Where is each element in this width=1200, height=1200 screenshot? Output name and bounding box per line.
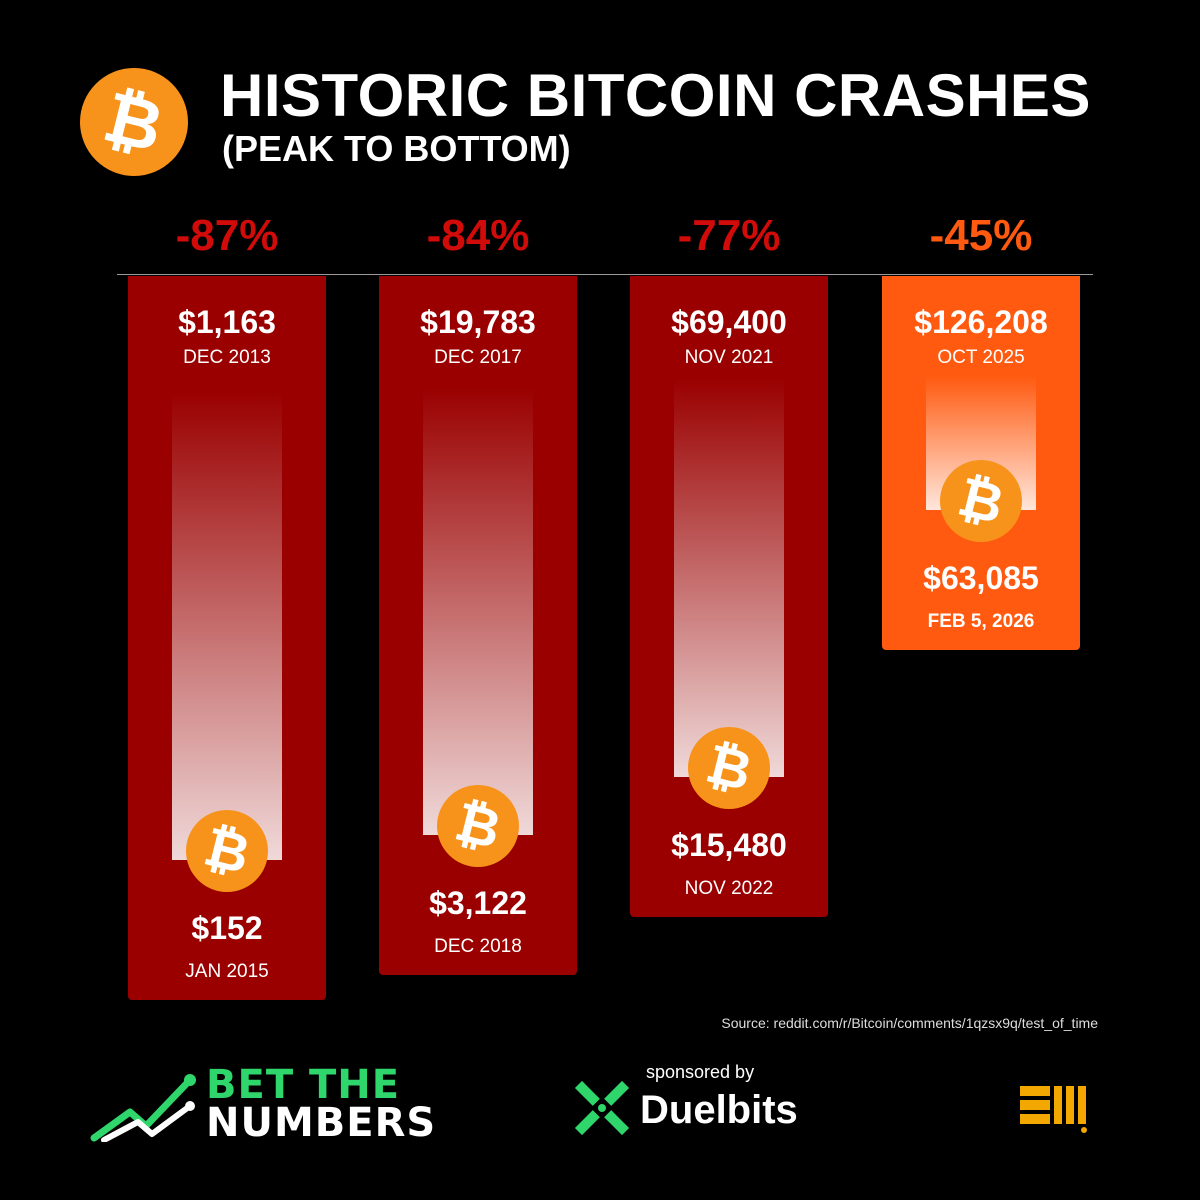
peak-price-label: $126,208: [914, 304, 1048, 340]
bitcoin-glyph: ₿: [198, 814, 257, 887]
peak-price-label: $19,783: [420, 304, 536, 340]
peak-price-label: $1,163: [178, 304, 276, 340]
fall-trail: [674, 379, 784, 777]
crash-bar: $1,163 DEC 2013 ₿ $152 JAN 2015: [128, 276, 326, 1000]
crash-bar: $126,208 OCT 2025 ₿ $63,085 FEB 5, 2026: [882, 276, 1080, 650]
bottom-date-label: DEC 2018: [434, 936, 522, 957]
bitcoin-coin-icon: ₿: [186, 810, 268, 892]
bottom-price-label: $15,480: [671, 827, 787, 863]
page-title: HISTORIC BITCOIN CRASHES: [220, 62, 1091, 129]
bottom-price-label: $63,085: [923, 560, 1039, 596]
peak-date-label: DEC 2017: [434, 347, 522, 368]
bitcoin-logo-icon: ₿: [80, 68, 188, 176]
bottom-price-label: $3,122: [429, 885, 527, 921]
bitcoin-coin-icon: ₿: [688, 727, 770, 809]
trend-chart-icon: [90, 1074, 196, 1142]
brand-logo-text: BET THE NUMBERS: [206, 1062, 437, 1146]
chart-baseline: [117, 274, 1093, 275]
corner-brand-icon: [1020, 1086, 1087, 1133]
bitcoin-glyph: ₿: [700, 731, 759, 804]
peak-date-label: DEC 2013: [183, 347, 271, 368]
bottom-date-label: FEB 5, 2026: [927, 611, 1035, 632]
duelbits-logo-icon: [574, 1080, 630, 1136]
bitcoin-glyph: ₿: [449, 789, 508, 862]
bottom-date-label: JAN 2015: [185, 961, 269, 982]
crash-bar: $69,400 NOV 2021 ₿ $15,480 NOV 2022: [630, 276, 828, 917]
crash-percent-label: -87%: [175, 211, 279, 260]
fall-trail: [423, 388, 533, 835]
bitcoin-coin-icon: ₿: [940, 460, 1022, 542]
peak-date-label: OCT 2025: [937, 347, 1025, 368]
peak-price-label: $69,400: [671, 304, 787, 340]
crash-percent-label: -45%: [929, 211, 1033, 260]
sponsor-label: sponsored by: [646, 1062, 755, 1082]
bitcoin-coin-icon: ₿: [437, 785, 519, 867]
bottom-date-label: NOV 2022: [684, 878, 774, 899]
brand-line-1: BET THE: [206, 1062, 401, 1108]
crash-bar: $19,783 DEC 2017 ₿ $3,122 DEC 2018: [379, 276, 577, 975]
brand-line-2: NUMBERS: [206, 1100, 437, 1146]
bitcoin-glyph: ₿: [952, 464, 1011, 537]
bottom-price-label: $152: [191, 910, 263, 946]
crash-percent-label: -84%: [426, 211, 530, 260]
crash-percent-label: -77%: [677, 211, 781, 260]
sponsor-name: Duelbits: [640, 1088, 798, 1132]
source-note: Source: reddit.com/r/Bitcoin/comments/1q…: [721, 1015, 1098, 1031]
peak-date-label: NOV 2021: [684, 347, 774, 368]
fall-trail: [172, 392, 282, 860]
page-subtitle: (PEAK TO BOTTOM): [222, 128, 571, 169]
